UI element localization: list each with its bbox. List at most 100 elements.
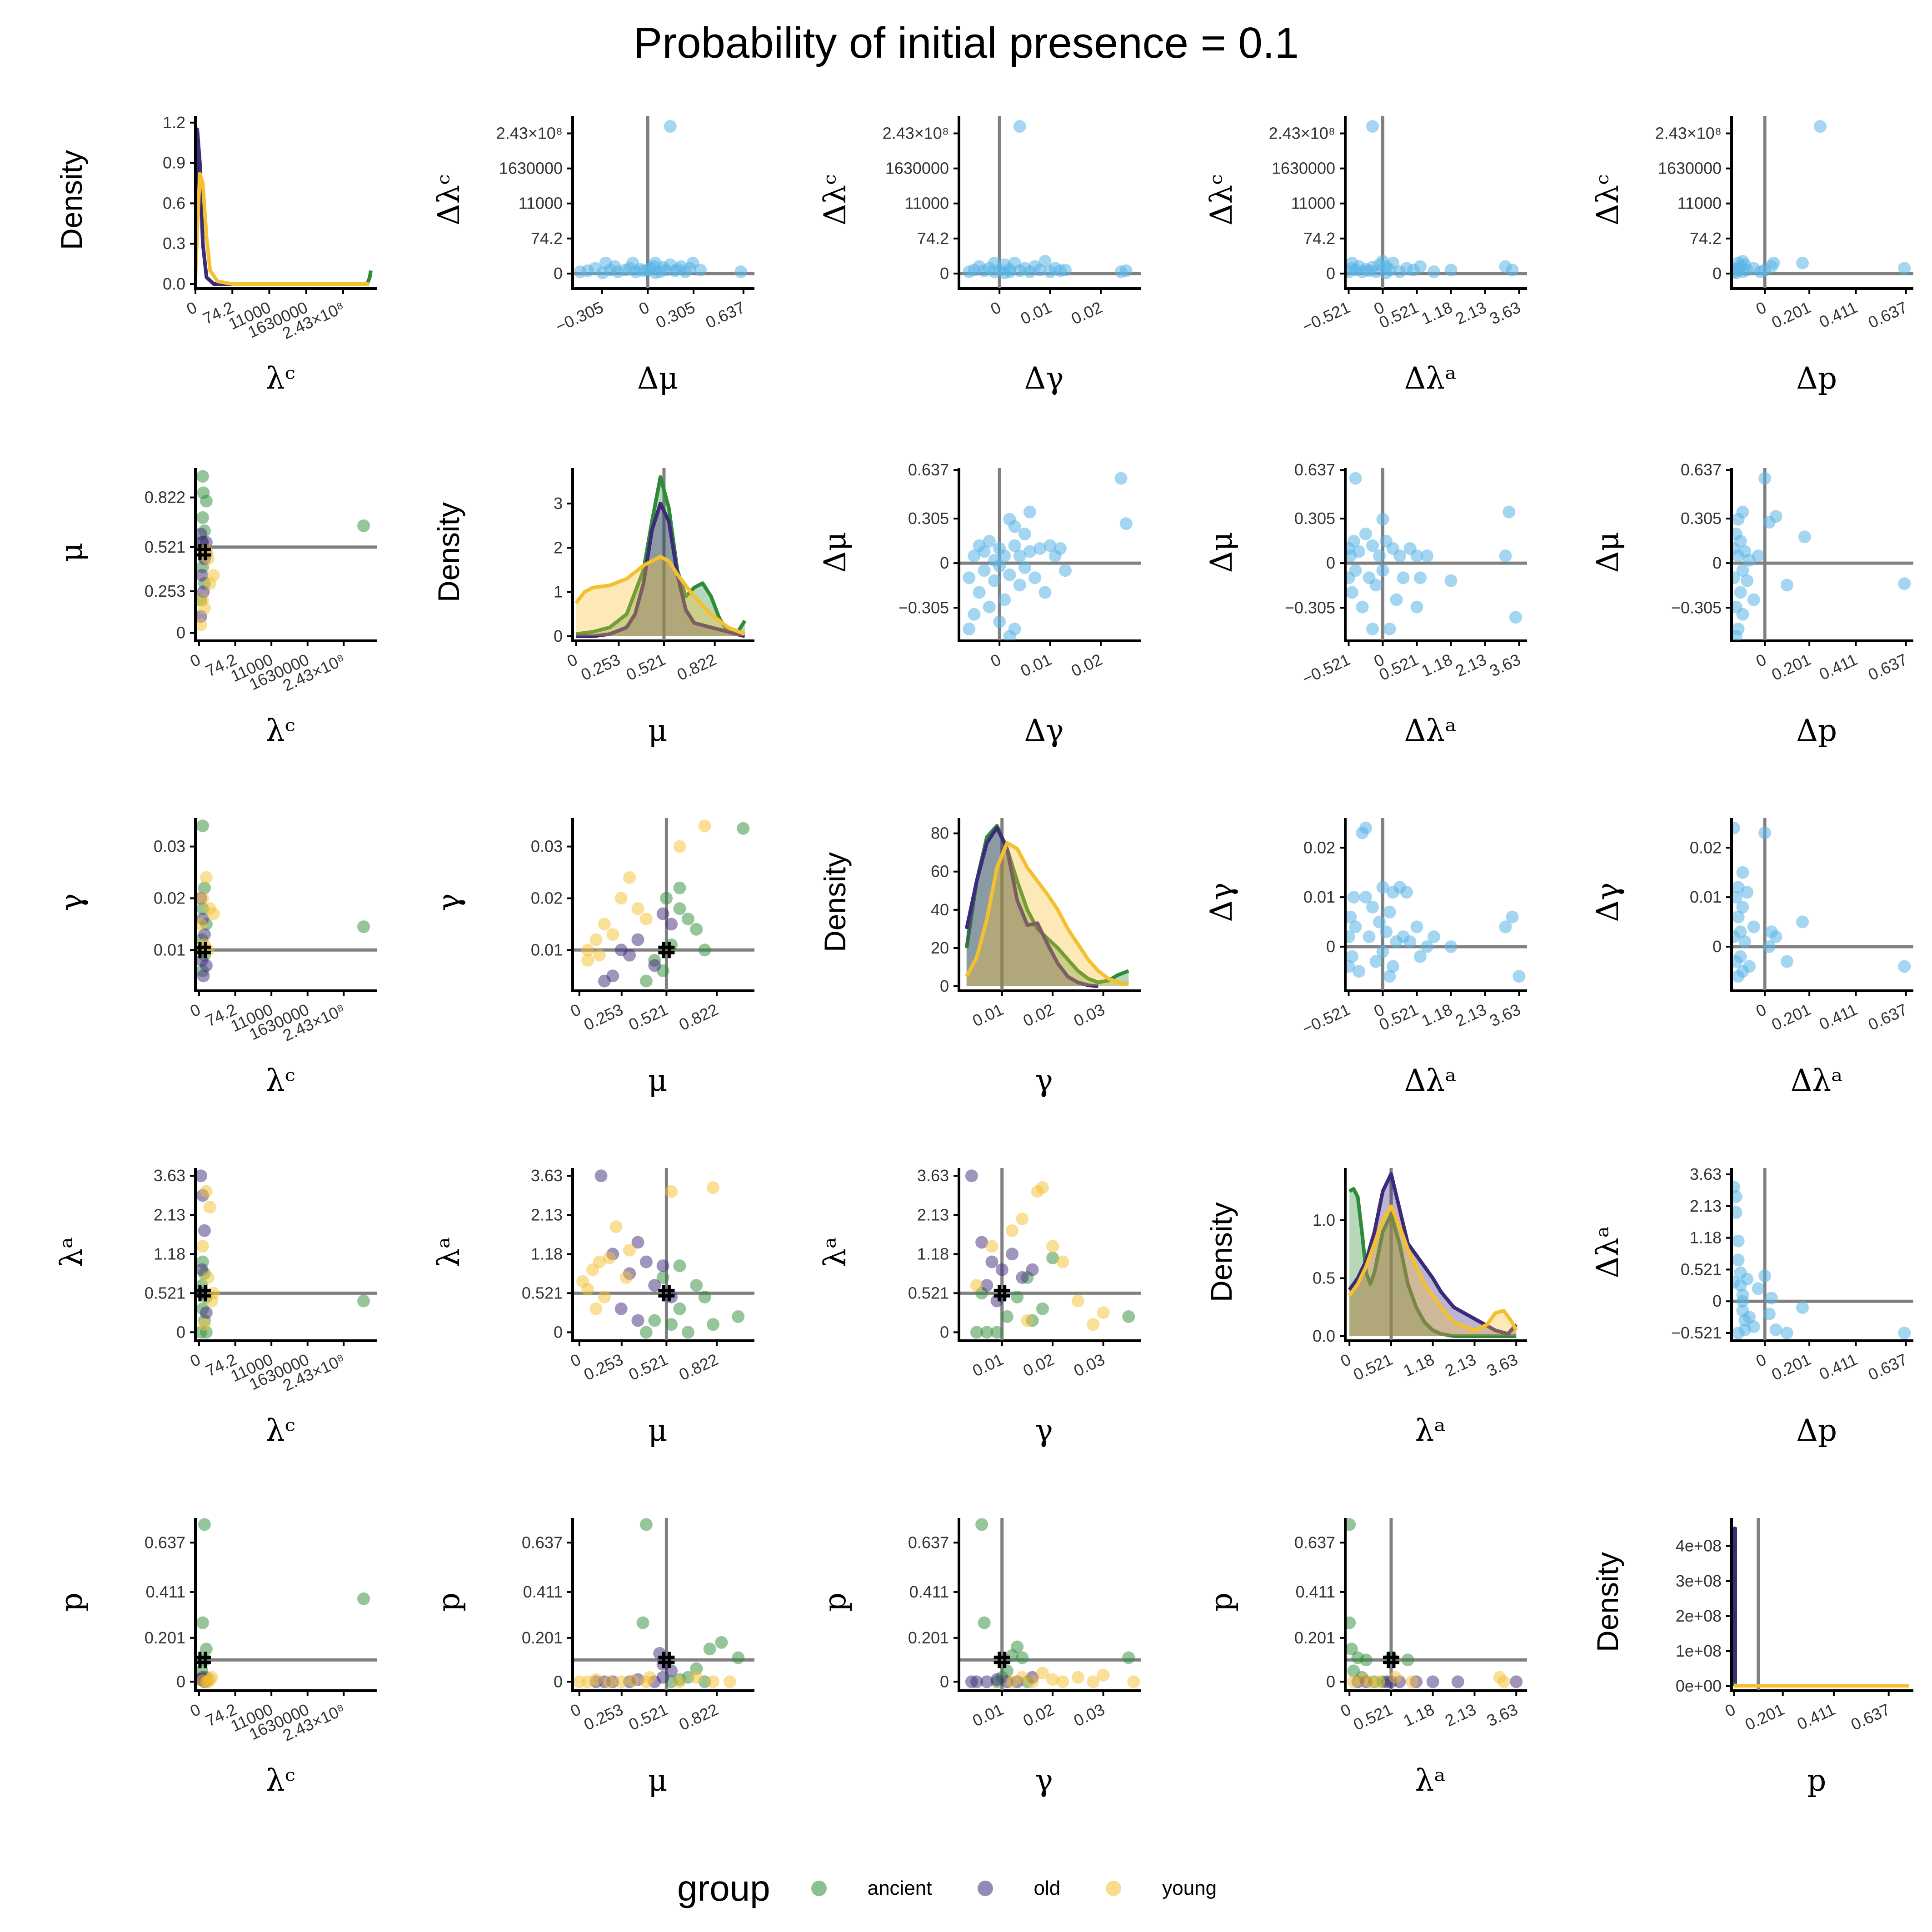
data-point-ancient xyxy=(656,1271,669,1284)
y-tick-label: 3.63 xyxy=(917,1166,949,1185)
data-point-young xyxy=(1056,1255,1069,1268)
data-point-young xyxy=(593,1255,606,1268)
y-tick-label: 1630000 xyxy=(1658,159,1722,178)
data-point xyxy=(734,265,748,279)
x-tick-label: 0.637 xyxy=(703,298,748,332)
data-point xyxy=(1347,950,1358,963)
data-point xyxy=(968,549,981,563)
data-point xyxy=(1762,1308,1776,1321)
data-point-young xyxy=(1097,1668,1110,1682)
data-point xyxy=(1380,925,1393,939)
x-axis-title: λᶜ xyxy=(266,1063,295,1098)
y-axis-title: Density xyxy=(1591,1552,1624,1652)
y-axis-title: Density xyxy=(432,502,465,602)
data-point xyxy=(1003,630,1016,640)
data-point-young xyxy=(581,954,594,967)
data-point-ancient xyxy=(357,920,370,934)
data-point xyxy=(1347,910,1357,924)
data-point xyxy=(1028,571,1042,584)
data-point-young xyxy=(609,1220,623,1233)
data-point-ancient xyxy=(690,1279,703,1292)
data-point-young xyxy=(1389,1671,1402,1684)
x-tick-label: 0.521 xyxy=(1376,1000,1421,1034)
data-point xyxy=(1366,622,1379,635)
y-tick-label: 3e+08 xyxy=(1676,1572,1722,1590)
y-tick-label: 0.01 xyxy=(154,940,185,959)
y-tick-label: 0.6 xyxy=(163,194,185,212)
data-point-young xyxy=(1006,1675,1018,1688)
x-tick-label: 0.822 xyxy=(676,1350,721,1384)
data-point xyxy=(1421,549,1433,563)
data-point xyxy=(1796,915,1809,929)
y-tick-label: 0 xyxy=(940,1323,949,1341)
data-point xyxy=(1376,945,1389,958)
y-tick-label: 2.43×10⁸ xyxy=(1655,124,1722,143)
x-axis-title: λᶜ xyxy=(266,1413,295,1448)
density-line-young xyxy=(197,172,369,286)
x-tick-label: 1.18 xyxy=(1418,298,1455,328)
x-tick-label: 0 xyxy=(187,650,203,671)
y-axis-title: p xyxy=(818,1593,853,1612)
density-line-old xyxy=(964,826,1098,988)
plot-area xyxy=(574,1518,754,1690)
data-point-young xyxy=(1056,1675,1069,1688)
x-tick-label: 0.253 xyxy=(581,1000,626,1034)
data-point-young xyxy=(970,1279,983,1292)
y-tick-label: 0.03 xyxy=(154,837,185,856)
plot-area xyxy=(574,818,754,990)
data-point xyxy=(1898,577,1911,590)
x-tick-label: 0.521 xyxy=(1376,298,1421,332)
x-tick-label: 0.253 xyxy=(578,650,623,684)
x-tick-label: 0.02 xyxy=(1068,298,1105,328)
x-tick-label: −0.305 xyxy=(553,298,606,336)
data-point xyxy=(998,266,1011,280)
data-point xyxy=(1119,517,1133,530)
y-axis-title: Density xyxy=(55,150,88,250)
data-point-ancient xyxy=(648,1314,661,1327)
data-point-ancient xyxy=(673,1259,686,1273)
data-point xyxy=(1376,881,1389,894)
data-point-young xyxy=(593,949,606,962)
data-point-old xyxy=(200,1306,213,1319)
y-axis-title: Δλᶜ xyxy=(1590,175,1625,225)
y-tick-label: 0 xyxy=(1326,554,1335,572)
x-tick-label: 0 xyxy=(1753,650,1769,671)
y-tick-label: 11000 xyxy=(519,194,563,213)
x-tick-label: −0.521 xyxy=(1299,1000,1353,1038)
data-point xyxy=(1513,970,1526,983)
y-tick-label: 4e+08 xyxy=(1676,1537,1722,1555)
plot-area xyxy=(960,116,1141,288)
y-tick-label: 0.521 xyxy=(908,1283,949,1302)
data-point-young xyxy=(619,1271,633,1284)
data-point xyxy=(1428,930,1440,944)
legend-label-young: young xyxy=(1162,1877,1217,1899)
x-tick-label: 0 xyxy=(636,298,652,319)
data-point xyxy=(1743,1311,1756,1324)
density-line-old xyxy=(1733,1527,1737,1686)
legend-item-young: young xyxy=(1106,1877,1217,1900)
density-line-young xyxy=(965,841,1129,986)
x-tick-label: 0.02 xyxy=(1068,650,1105,680)
y-tick-label: 2.43×10⁸ xyxy=(496,124,563,143)
data-point-ancient xyxy=(639,1326,653,1339)
data-point-young xyxy=(201,944,215,957)
true-value-marker xyxy=(1383,1652,1399,1668)
data-point xyxy=(1038,586,1052,599)
data-point-young xyxy=(606,928,619,941)
data-point-young xyxy=(207,569,220,582)
x-axis-title: λᶜ xyxy=(266,1763,295,1798)
data-point-old xyxy=(1016,1271,1029,1284)
data-point xyxy=(1506,264,1519,277)
data-point-ancient xyxy=(357,1592,370,1605)
data-point xyxy=(1008,539,1021,552)
x-tick-label: 0.521 xyxy=(1350,1700,1395,1734)
data-point-old xyxy=(198,1224,211,1237)
data-point-old xyxy=(606,969,619,983)
data-point-young xyxy=(598,918,611,931)
x-tick-label: 0.201 xyxy=(1769,650,1814,684)
data-point xyxy=(983,534,996,548)
x-tick-label: 0 xyxy=(187,1700,203,1721)
y-tick-label: 0.02 xyxy=(154,889,185,907)
data-point-ancient xyxy=(665,1318,678,1331)
data-point-ancient xyxy=(1046,1251,1059,1264)
